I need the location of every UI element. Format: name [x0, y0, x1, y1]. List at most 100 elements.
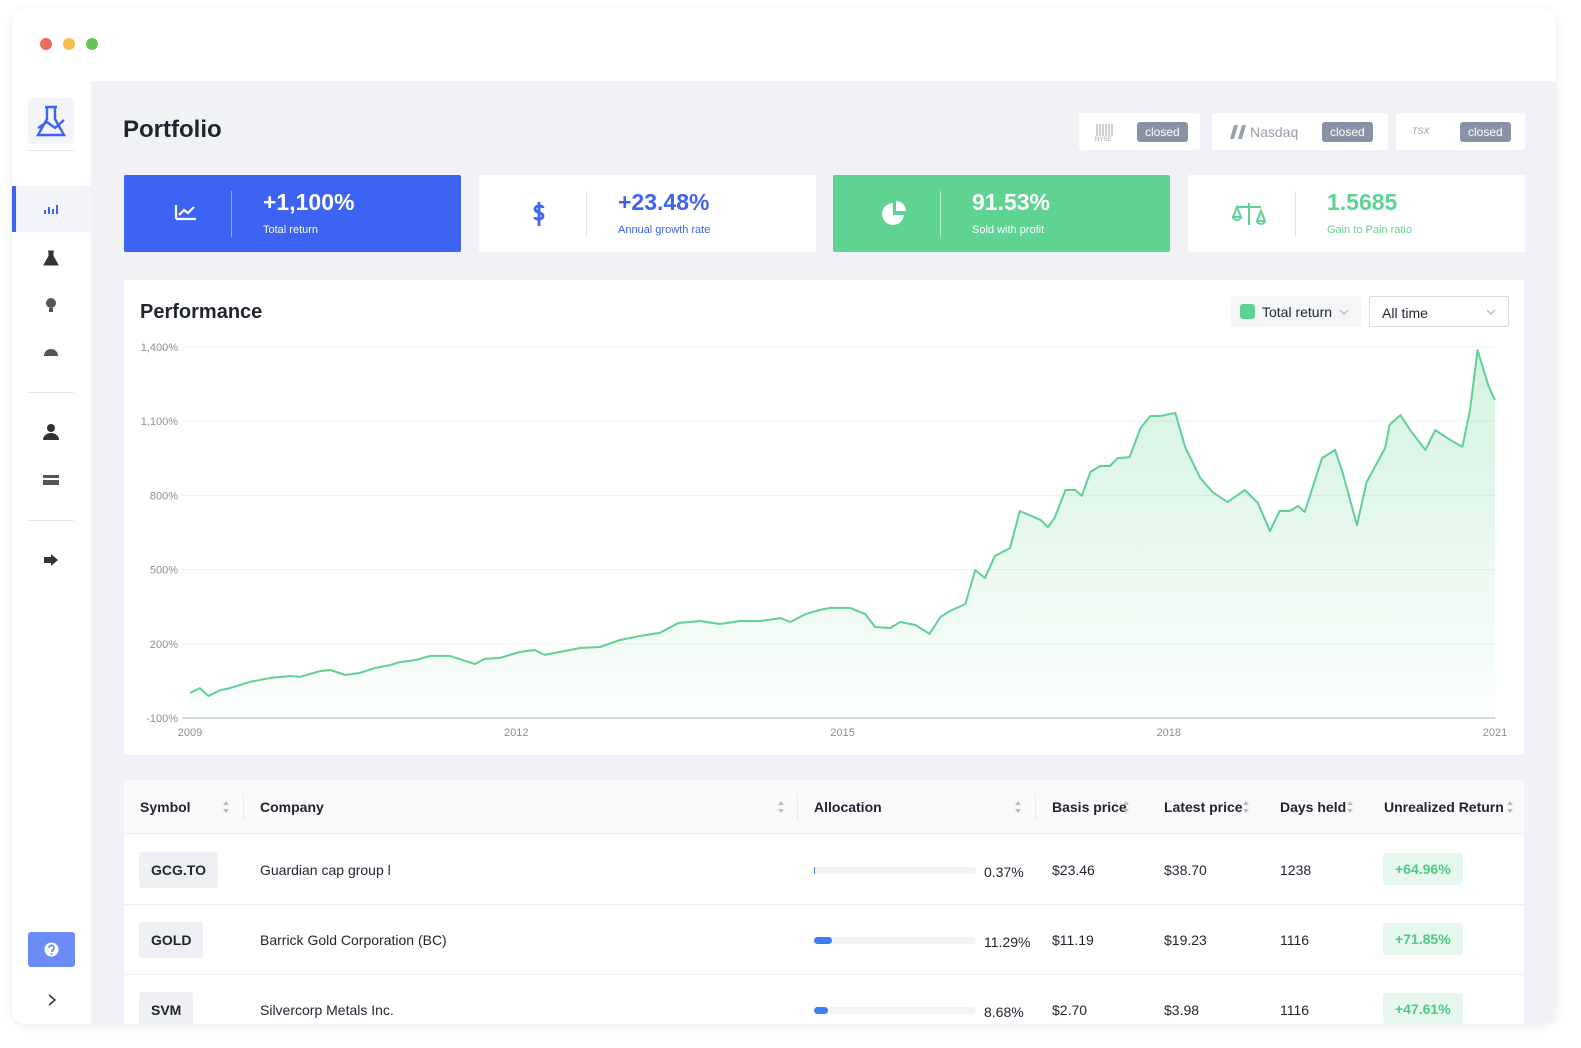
- exchange-badge: TSX closed: [1396, 113, 1525, 150]
- column-header: Symbol: [140, 799, 191, 815]
- column-header: Latest price: [1164, 799, 1243, 815]
- allocation-label: 8.68%: [984, 1004, 1024, 1020]
- company: Silvercorp Metals Inc.: [260, 1002, 394, 1018]
- y-tick-label: 500%: [150, 565, 178, 577]
- exchange-status: closed: [1322, 122, 1373, 142]
- symbol-chip: SVM: [139, 992, 194, 1024]
- exchange-status: closed: [1137, 122, 1188, 142]
- column-header: Days held: [1280, 799, 1347, 815]
- return-chip: +47.61%: [1383, 993, 1463, 1024]
- y-tick-label: 1,400%: [141, 342, 179, 354]
- exchange-name: NYSE: [1095, 137, 1112, 143]
- allocation-bar: [814, 1007, 829, 1014]
- nav-logout[interactable]: [42, 553, 60, 567]
- stat-value: +23.48%: [618, 189, 710, 215]
- company: Barrick Gold Corporation (BC): [260, 932, 447, 948]
- allocation-track: [814, 867, 976, 874]
- exchange-badge: NYSE closed: [1079, 113, 1200, 150]
- expand-toggle[interactable]: [46, 993, 58, 1007]
- stat-label: Gain to Pain ratio: [1327, 224, 1412, 236]
- area: [190, 350, 1495, 718]
- close-dot[interactable]: [40, 38, 52, 50]
- return-chip: +64.96%: [1383, 853, 1463, 885]
- exchange-name: TSX: [1412, 126, 1430, 136]
- nav-gauge[interactable]: [42, 345, 60, 359]
- table-row: SVM Silvercorp Metals Inc. 8.68% $2.70 $3.98…: [124, 975, 1524, 1024]
- return-chip: +71.85%: [1383, 923, 1463, 955]
- table-row: GCG.TO Guardian cap group l 0.37% $23.46 $38…: [124, 835, 1524, 905]
- exchange-status: closed: [1460, 122, 1511, 142]
- x-tick-label: 2012: [504, 727, 528, 739]
- series-select[interactable]: Total return: [1231, 296, 1361, 327]
- column-divider: [1035, 794, 1036, 820]
- app-window: Portfolio NYSE closed Nasdaq closed TSX …: [12, 8, 1556, 1024]
- nav-dashboard[interactable]: [12, 186, 91, 232]
- nav-profile[interactable]: [42, 423, 60, 441]
- column-header: Company: [260, 799, 324, 815]
- column-divider: [797, 794, 798, 820]
- latest-price: $38.70: [1164, 862, 1207, 878]
- help-button[interactable]: [28, 932, 75, 967]
- basis-price: $11.19: [1052, 932, 1094, 948]
- exchange-badge: Nasdaq closed: [1212, 113, 1388, 150]
- days-held: 1116: [1280, 1002, 1310, 1018]
- allocation-track: [814, 1007, 976, 1014]
- sort-control[interactable]: [777, 800, 785, 814]
- sort-control[interactable]: [1242, 800, 1250, 814]
- allocation-bar: [814, 867, 815, 874]
- logo: [28, 98, 74, 144]
- stat-card: 91.53% Sold with profit: [833, 175, 1170, 252]
- table-row: GOLD Barrick Gold Corporation (BC) 11.29% $…: [124, 905, 1524, 975]
- symbol-chip: GOLD: [139, 922, 204, 958]
- sort-control[interactable]: [1122, 800, 1130, 814]
- stat-card: +23.48% Annual growth rate: [479, 175, 816, 252]
- holdings-table: Symbol Company Allocation Basis price Latest…: [124, 780, 1524, 1024]
- range-value: All time: [1382, 305, 1428, 321]
- allocation-label: 0.37%: [984, 864, 1024, 880]
- stat-value: 91.53%: [972, 189, 1051, 215]
- x-tick-label: 2009: [178, 727, 202, 739]
- sort-control[interactable]: [1506, 800, 1514, 814]
- minimize-dot[interactable]: [63, 38, 75, 50]
- exchange-name: Nasdaq: [1250, 124, 1299, 140]
- stat-value: 1.5685: [1327, 189, 1398, 215]
- y-tick-label: 1,100%: [141, 416, 179, 428]
- column-header: Allocation: [814, 799, 882, 815]
- column-header: Basis price: [1052, 799, 1127, 815]
- days-held: 1116: [1280, 932, 1310, 948]
- days-held: 1238: [1280, 862, 1312, 878]
- symbol-chip: GCG.TO: [139, 852, 218, 888]
- x-tick-label: 2015: [830, 727, 854, 739]
- range-select[interactable]: All time: [1369, 296, 1509, 327]
- sidebar: [12, 81, 91, 1024]
- table-header: Symbol Company Allocation Basis price Latest…: [124, 780, 1524, 834]
- line-chart: -100% 200% 500% 800% 1,100% 1,400% 2009 2012 201…: [141, 342, 1508, 739]
- nav-ideas[interactable]: [43, 296, 59, 314]
- basis-price: $2.70: [1052, 1002, 1088, 1018]
- allocation-label: 11.29%: [984, 934, 1031, 950]
- title-bar: [12, 8, 1556, 81]
- series-swatch: [1240, 304, 1255, 319]
- stat-card: +1,100% Total return: [124, 175, 461, 252]
- nav-lab[interactable]: [42, 249, 60, 267]
- performance-card: Performance Total return All time -100% 2…: [124, 280, 1524, 755]
- y-tick-label: 200%: [150, 639, 178, 651]
- series-name: Total return: [1262, 304, 1333, 320]
- allocation-track: [814, 937, 976, 944]
- basis-price: $23.46: [1052, 862, 1095, 878]
- latest-price: $19.23: [1164, 932, 1207, 948]
- x-tick-label: 2018: [1157, 727, 1181, 739]
- sort-control[interactable]: [1346, 800, 1354, 814]
- stat-label: Total return: [263, 224, 319, 236]
- table-body: GCG.TO Guardian cap group l 0.37% $23.46 $38…: [124, 835, 1524, 1024]
- sort-control[interactable]: [1014, 800, 1022, 814]
- y-tick-label: -100%: [146, 713, 178, 725]
- stat-label: Annual growth rate: [618, 224, 711, 236]
- stat-label: Sold with profit: [972, 224, 1045, 236]
- column-header: Unrealized Return: [1384, 799, 1504, 815]
- maximize-dot[interactable]: [86, 38, 98, 50]
- sort-control[interactable]: [222, 800, 230, 814]
- column-divider: [243, 794, 244, 820]
- nav-billing[interactable]: [42, 474, 60, 486]
